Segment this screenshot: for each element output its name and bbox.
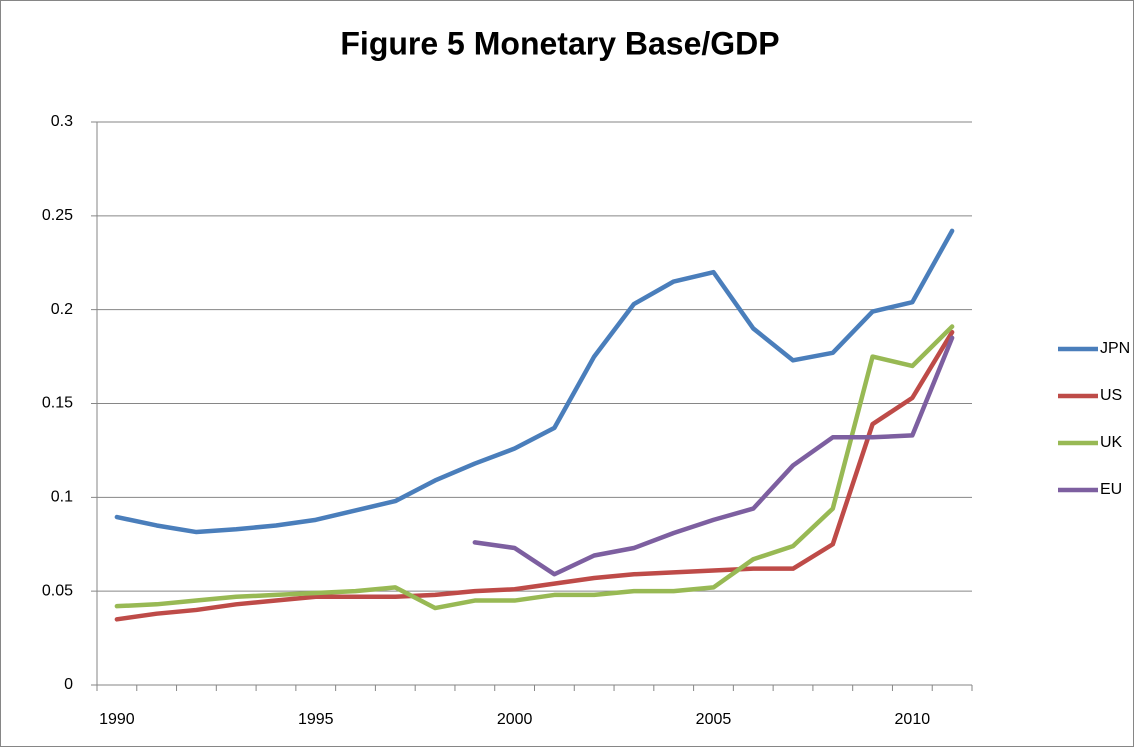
legend-label: JPN	[1100, 340, 1130, 357]
x-tick-label: 2005	[696, 711, 732, 728]
chart-title: Figure 5 Monetary Base/GDP	[340, 25, 779, 61]
legend-label: UK	[1100, 434, 1123, 451]
y-tick-label: 0.2	[51, 301, 73, 318]
y-tick-label: 0.3	[51, 113, 73, 130]
x-tick-label: 2000	[497, 711, 533, 728]
y-tick-label: 0.25	[42, 207, 73, 224]
legend-label: EU	[1100, 481, 1122, 498]
x-tick-label: 1990	[99, 711, 135, 728]
x-tick-label: 1995	[298, 711, 334, 728]
x-tick-label: 2010	[895, 711, 931, 728]
y-tick-label: 0.15	[42, 395, 73, 412]
series-line	[114, 324, 955, 611]
y-tick-label: 0.1	[51, 489, 73, 506]
series-line	[114, 228, 955, 535]
y-tick-label: 0	[64, 676, 73, 693]
y-tick-label: 0.05	[42, 582, 73, 599]
legend-label: US	[1100, 387, 1122, 404]
series-line	[114, 329, 955, 622]
series-line	[472, 335, 955, 577]
